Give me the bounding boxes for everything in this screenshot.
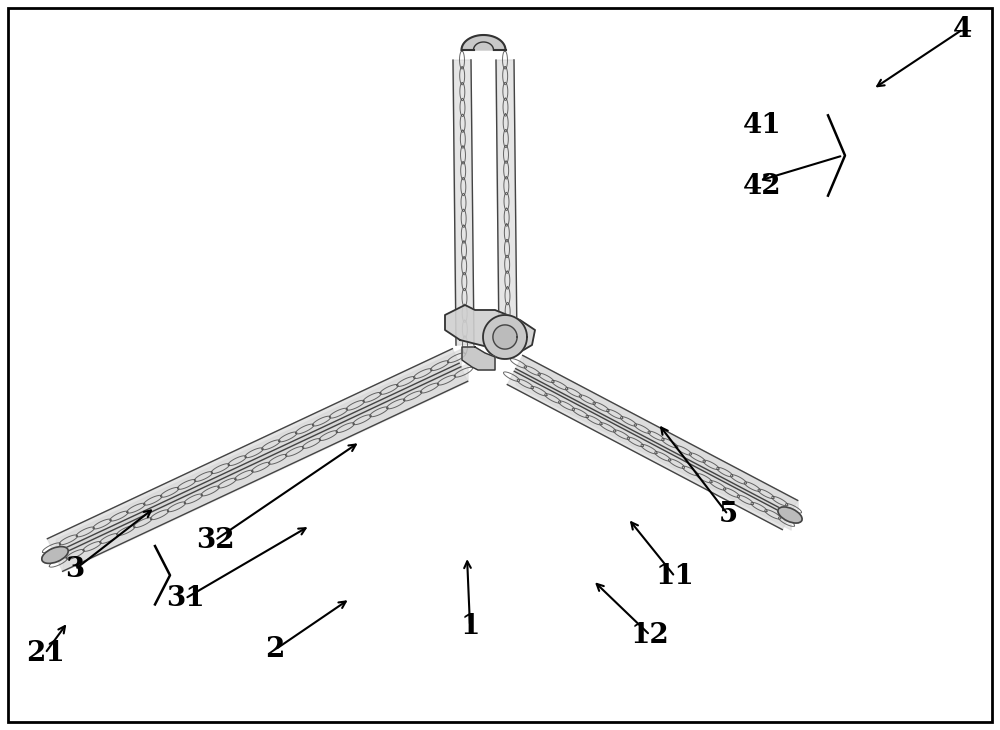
- Text: 12: 12: [631, 622, 669, 648]
- Polygon shape: [445, 305, 535, 355]
- Polygon shape: [493, 325, 517, 349]
- Polygon shape: [462, 35, 506, 50]
- Polygon shape: [453, 60, 474, 345]
- Text: 41: 41: [743, 112, 781, 139]
- Text: 11: 11: [656, 564, 694, 590]
- Text: 31: 31: [166, 585, 204, 612]
- Polygon shape: [514, 356, 798, 516]
- Text: 2: 2: [265, 637, 285, 663]
- Text: 5: 5: [718, 502, 738, 528]
- Polygon shape: [496, 60, 517, 343]
- Polygon shape: [462, 347, 495, 370]
- Ellipse shape: [778, 507, 802, 523]
- Text: 42: 42: [743, 173, 781, 199]
- Polygon shape: [47, 349, 461, 557]
- Text: 21: 21: [26, 640, 64, 666]
- Polygon shape: [483, 315, 527, 359]
- Text: 32: 32: [196, 527, 234, 553]
- Text: 4: 4: [953, 16, 973, 42]
- Polygon shape: [54, 364, 468, 572]
- Text: 3: 3: [65, 556, 85, 583]
- Polygon shape: [507, 369, 791, 529]
- Text: 1: 1: [460, 613, 480, 639]
- Ellipse shape: [42, 547, 68, 564]
